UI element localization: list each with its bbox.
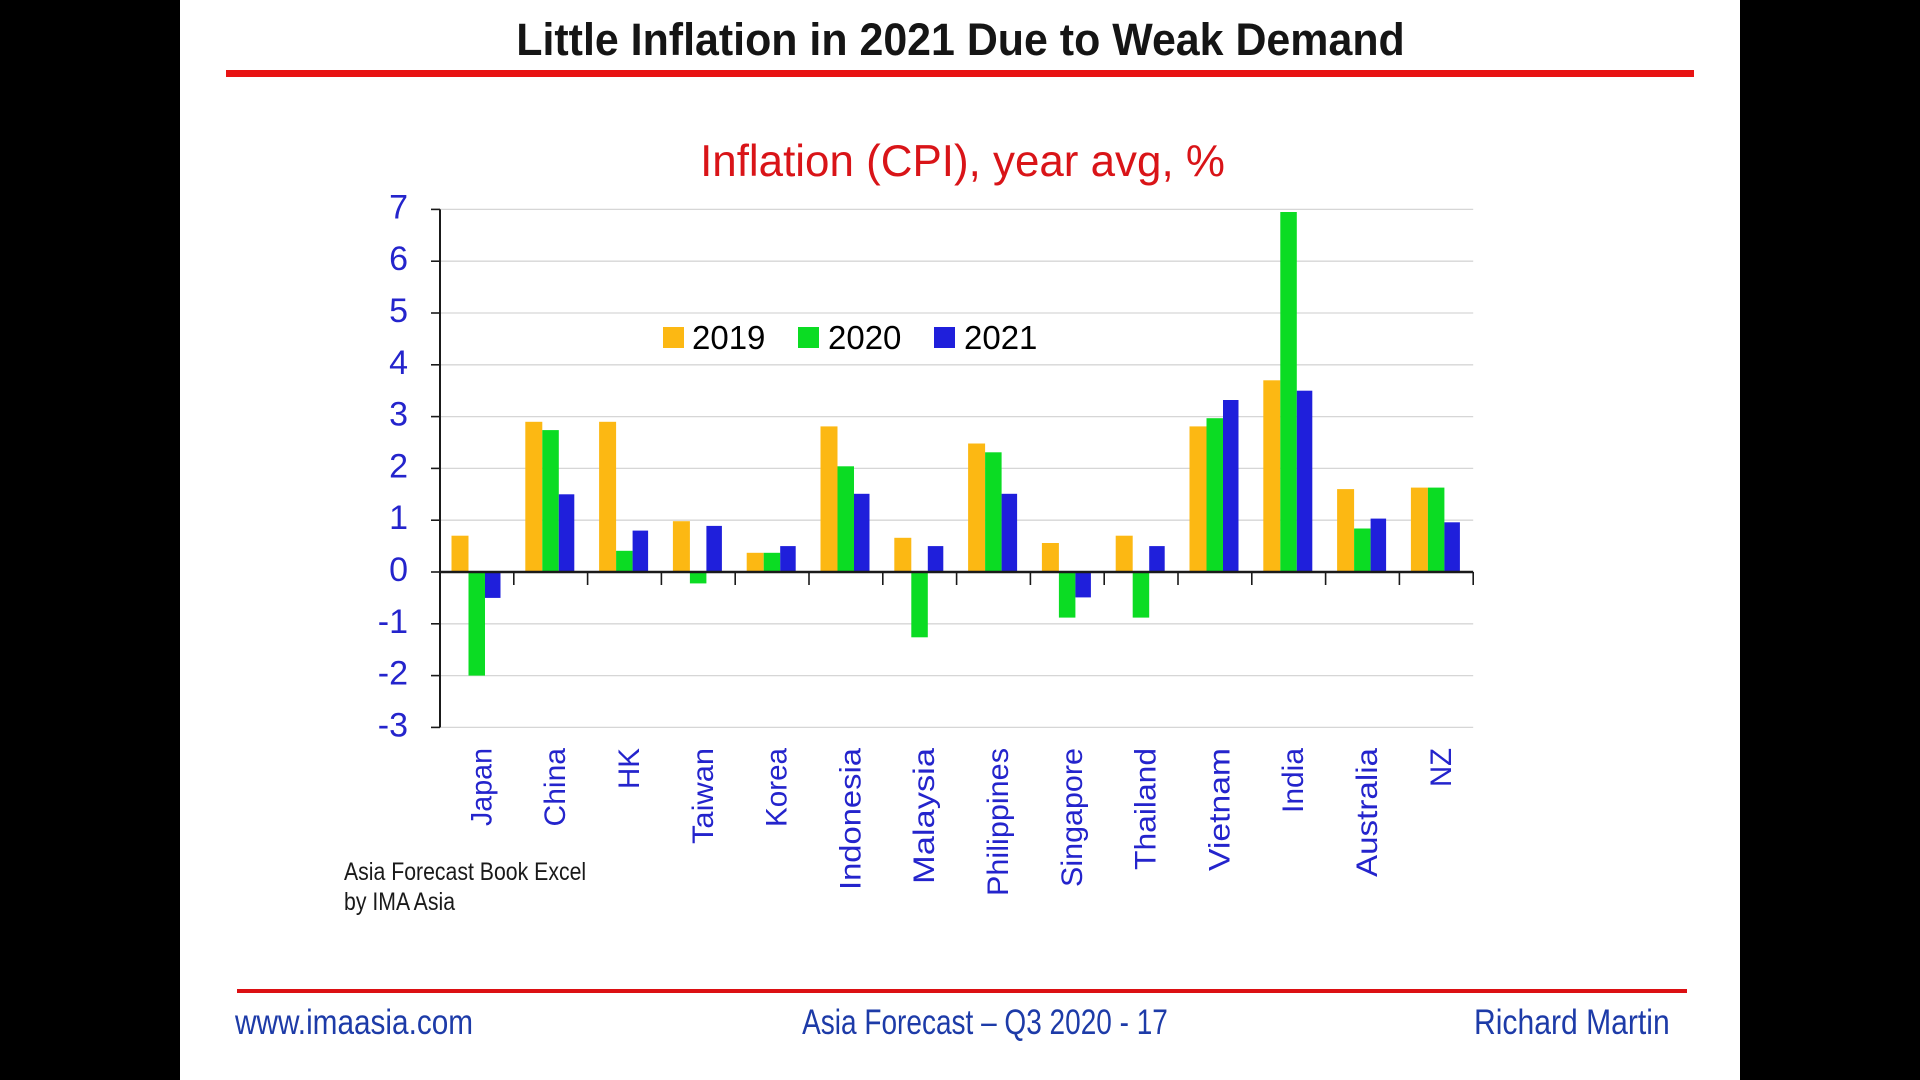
svg-text:5: 5 xyxy=(389,292,408,330)
svg-text:7: 7 xyxy=(389,188,408,226)
svg-text:HK: HK xyxy=(613,748,646,789)
svg-text:Australia: Australia xyxy=(1351,748,1384,877)
svg-text:2020: 2020 xyxy=(828,319,901,356)
svg-text:-3: -3 xyxy=(378,706,408,744)
svg-text:-1: -1 xyxy=(378,603,408,641)
svg-text:2019: 2019 xyxy=(692,319,765,356)
svg-text:6: 6 xyxy=(389,240,408,278)
svg-text:2021: 2021 xyxy=(964,319,1037,356)
svg-text:0: 0 xyxy=(389,551,408,589)
svg-text:Malaysia: Malaysia xyxy=(908,748,941,884)
svg-text:1: 1 xyxy=(389,499,408,537)
svg-text:Thailand: Thailand xyxy=(1130,748,1163,870)
svg-text:Indonesia: Indonesia xyxy=(834,748,867,890)
svg-text:NZ: NZ xyxy=(1425,748,1458,787)
svg-text:Japan: Japan xyxy=(465,748,498,826)
svg-text:Philippines: Philippines xyxy=(982,748,1015,896)
svg-text:2: 2 xyxy=(389,447,408,485)
svg-text:Korea: Korea xyxy=(761,748,794,827)
svg-text:Singapore: Singapore xyxy=(1056,748,1089,887)
svg-text:4: 4 xyxy=(389,344,408,382)
svg-text:-2: -2 xyxy=(378,655,408,693)
svg-text:China: China xyxy=(539,748,572,827)
svg-text:Vietnam: Vietnam xyxy=(1203,748,1236,871)
svg-text:India: India xyxy=(1277,748,1310,813)
svg-text:3: 3 xyxy=(389,396,408,434)
svg-text:Taiwan: Taiwan xyxy=(687,748,720,844)
